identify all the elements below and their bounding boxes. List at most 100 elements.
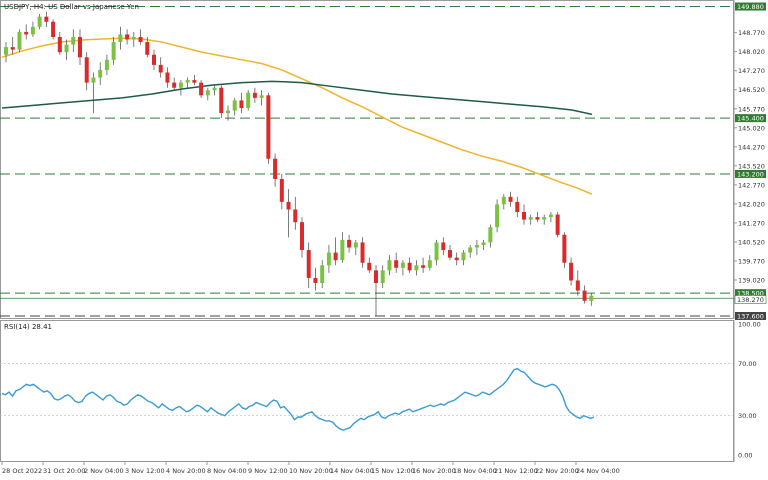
rsi-panel: RSI(14) 28.41 100.00 70.00 30.00 0.00 bbox=[0, 320, 761, 462]
price-tick-label: 140.520 bbox=[738, 238, 765, 246]
candle-bearish bbox=[360, 242, 365, 263]
time-label: 4 Nov 20:00 bbox=[166, 467, 206, 475]
candle-bullish bbox=[427, 260, 432, 268]
time-label: 22 Nov 20:00 bbox=[535, 467, 579, 475]
candle-bearish bbox=[300, 222, 304, 251]
moving-average-slow bbox=[1, 80, 593, 116]
candle-bearish bbox=[266, 95, 271, 159]
candle-bearish bbox=[374, 270, 378, 284]
candle-bearish bbox=[84, 57, 89, 83]
candle-bearish bbox=[448, 250, 452, 258]
candle-bullish bbox=[118, 34, 123, 43]
level-label: 149.880 bbox=[737, 3, 764, 11]
candle-bearish bbox=[219, 87, 224, 114]
horizontal-levels bbox=[0, 6, 734, 317]
candle-bullish bbox=[91, 77, 96, 83]
rsi-panel-frame bbox=[0, 320, 734, 462]
rsi-line bbox=[1, 367, 595, 431]
level-label: 138.500 bbox=[737, 290, 764, 298]
candle-bullish bbox=[528, 217, 533, 220]
candle-bearish bbox=[508, 196, 513, 202]
candle-bearish bbox=[394, 260, 399, 268]
price-tick-label: 148.020 bbox=[738, 48, 765, 56]
time-label: 31 Oct 20:00 bbox=[43, 467, 85, 475]
candle-bullish bbox=[495, 204, 500, 228]
price-tick-label: 148.770 bbox=[738, 29, 765, 37]
candle-bearish bbox=[407, 262, 412, 271]
candle-bullish bbox=[326, 252, 331, 266]
candle-bullish bbox=[232, 100, 237, 111]
price-tick-label: 142.770 bbox=[738, 181, 765, 189]
candle-bullish bbox=[111, 42, 116, 60]
candle-bullish bbox=[131, 36, 136, 40]
time-label: 28 Oct 2022 bbox=[2, 467, 42, 475]
rsi-tick-label: 30.00 bbox=[738, 412, 757, 420]
candle-bullish bbox=[481, 242, 486, 245]
candle-bearish bbox=[10, 47, 15, 50]
candle-bullish bbox=[488, 227, 493, 243]
candle-bullish bbox=[178, 82, 183, 88]
rsi-title: RSI(14) 28.41 bbox=[4, 323, 52, 331]
candle-bullish bbox=[589, 295, 594, 301]
candle-bullish bbox=[387, 260, 392, 271]
level-label-bg bbox=[735, 312, 766, 320]
level-label-bg bbox=[735, 289, 766, 298]
candle-bullish bbox=[98, 69, 103, 78]
level-label-bg bbox=[735, 114, 766, 123]
candle-bearish bbox=[24, 31, 29, 35]
candle-bearish bbox=[333, 252, 338, 261]
time-label: 9 Nov 12:00 bbox=[248, 467, 288, 475]
candle-bearish bbox=[273, 158, 278, 180]
candle-bearish bbox=[78, 36, 82, 58]
candle-bearish bbox=[569, 262, 574, 281]
level-labels: 149.880 145.400 143.200 138.500 137.600 bbox=[735, 2, 766, 321]
candle-bearish bbox=[313, 277, 318, 284]
current-price-label: 138.270 bbox=[737, 296, 764, 304]
time-label: 15 Nov 12:00 bbox=[371, 467, 415, 475]
candle-bearish bbox=[515, 201, 520, 212]
rsi-series-line bbox=[1, 367, 595, 431]
candle-bearish bbox=[152, 54, 156, 65]
candle-bearish bbox=[582, 290, 587, 301]
level-label-bg bbox=[735, 2, 766, 11]
current-price-bg bbox=[734, 295, 767, 304]
candle-bearish bbox=[522, 212, 526, 220]
price-ticks: 148.770 148.020 147.270 146.520 145.770 145.0… bbox=[734, 29, 765, 304]
time-labels: 28 Oct 2022 31 Oct 20:002 Nov 04:00 3 Nov … bbox=[1, 462, 620, 475]
price-axis: 148.770 148.020 147.270 146.520 145.770 145.0… bbox=[733, 0, 767, 321]
candle-bearish bbox=[293, 209, 298, 223]
candle-bullish bbox=[212, 87, 217, 91]
candle-bullish bbox=[474, 244, 479, 248]
level-label: 145.400 bbox=[737, 115, 764, 123]
time-label: 14 Nov 04:00 bbox=[330, 467, 374, 475]
candle-bullish bbox=[104, 59, 109, 70]
candle-bearish bbox=[239, 100, 244, 108]
time-label: 21 Nov 12:00 bbox=[494, 467, 538, 475]
rsi-ticks: 100.00 70.00 30.00 0.00 bbox=[738, 321, 761, 460]
candle-bearish bbox=[172, 82, 177, 88]
level-label: 137.600 bbox=[737, 313, 764, 321]
rsi-tick-label: 70.00 bbox=[738, 360, 757, 368]
main-panel-frame bbox=[0, 0, 734, 319]
level-label: 143.200 bbox=[737, 170, 764, 178]
candle-bearish bbox=[367, 262, 372, 271]
candle-bullish bbox=[340, 239, 345, 261]
candle-bearish bbox=[421, 265, 426, 268]
moving-average-fast bbox=[1, 37, 593, 195]
price-tick-label: 142.020 bbox=[738, 200, 765, 208]
time-label: 3 Nov 12:00 bbox=[125, 467, 165, 475]
candle-bearish bbox=[535, 217, 540, 220]
candle-bullish bbox=[205, 90, 210, 96]
candle-bullish bbox=[501, 196, 506, 205]
candle-bearish bbox=[347, 239, 352, 248]
current-price-marker: 138.270 bbox=[734, 295, 767, 304]
candle-bullish bbox=[71, 36, 76, 45]
price-tick-label: 141.270 bbox=[738, 219, 765, 227]
candle-bullish bbox=[542, 217, 547, 220]
candle-bullish bbox=[353, 242, 358, 248]
time-label: 16 Nov 20:00 bbox=[412, 467, 456, 475]
price-tick-label: 145.770 bbox=[738, 105, 765, 113]
price-tick-label: 143.520 bbox=[738, 162, 765, 170]
rsi-tick-label: 0.00 bbox=[738, 452, 752, 460]
